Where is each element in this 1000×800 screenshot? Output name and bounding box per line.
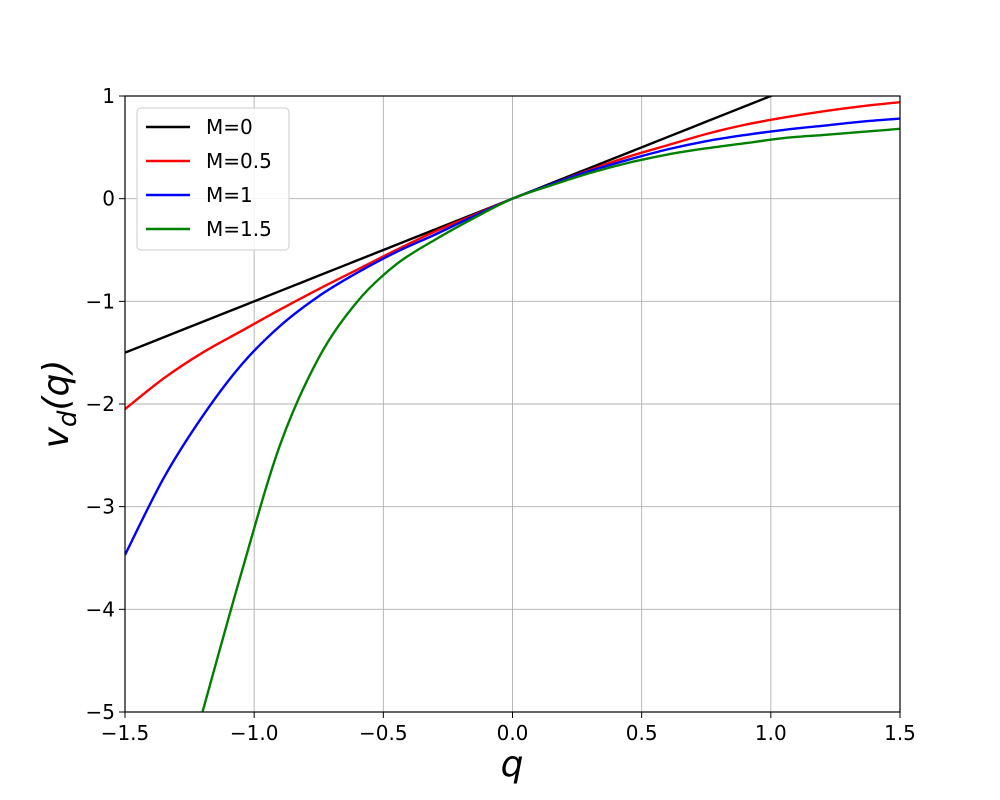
y-axis-label-sub: d [53,410,83,427]
series-lines [125,96,900,712]
legend-box [136,107,290,251]
legend: M=0 M=0.5 M=1 M=1.5 [136,107,290,251]
legend-entry: M=1.5 [206,217,272,241]
y-tick-label: −3 [86,495,115,519]
y-tick-label: −2 [86,392,115,416]
x-tick-label: −1.5 [101,721,150,745]
y-axis-label-arg: (q) [36,360,77,411]
x-axis-label: q [501,744,524,785]
y-ticks: 1 0 −1 −2 −3 −4 −5 [86,84,125,724]
y-tick-label: −5 [86,700,115,724]
y-tick-label: 1 [102,84,115,108]
x-tick-label: 1.5 [884,721,916,745]
x-tick-label: 1.0 [755,721,787,745]
legend-entry: M=1 [206,183,253,207]
x-tick-label: 0.0 [497,721,529,745]
y-axis-label: vd(q) [36,360,83,449]
y-tick-label: −1 [86,289,115,313]
x-tick-label: −1.0 [230,721,279,745]
y-tick-label: 0 [102,187,115,211]
series-line-m-1-5 [201,127,900,712]
y-axis-label-main: v [36,426,77,448]
x-ticks: −1.5 −1.0 −0.5 0.0 0.5 1.0 1.5 [101,712,916,745]
x-tick-label: 0.5 [626,721,658,745]
x-tick-label: −0.5 [359,721,408,745]
legend-entry: M=0 [206,115,253,139]
legend-entry: M=0.5 [206,149,272,173]
y-tick-label: −4 [86,597,115,621]
